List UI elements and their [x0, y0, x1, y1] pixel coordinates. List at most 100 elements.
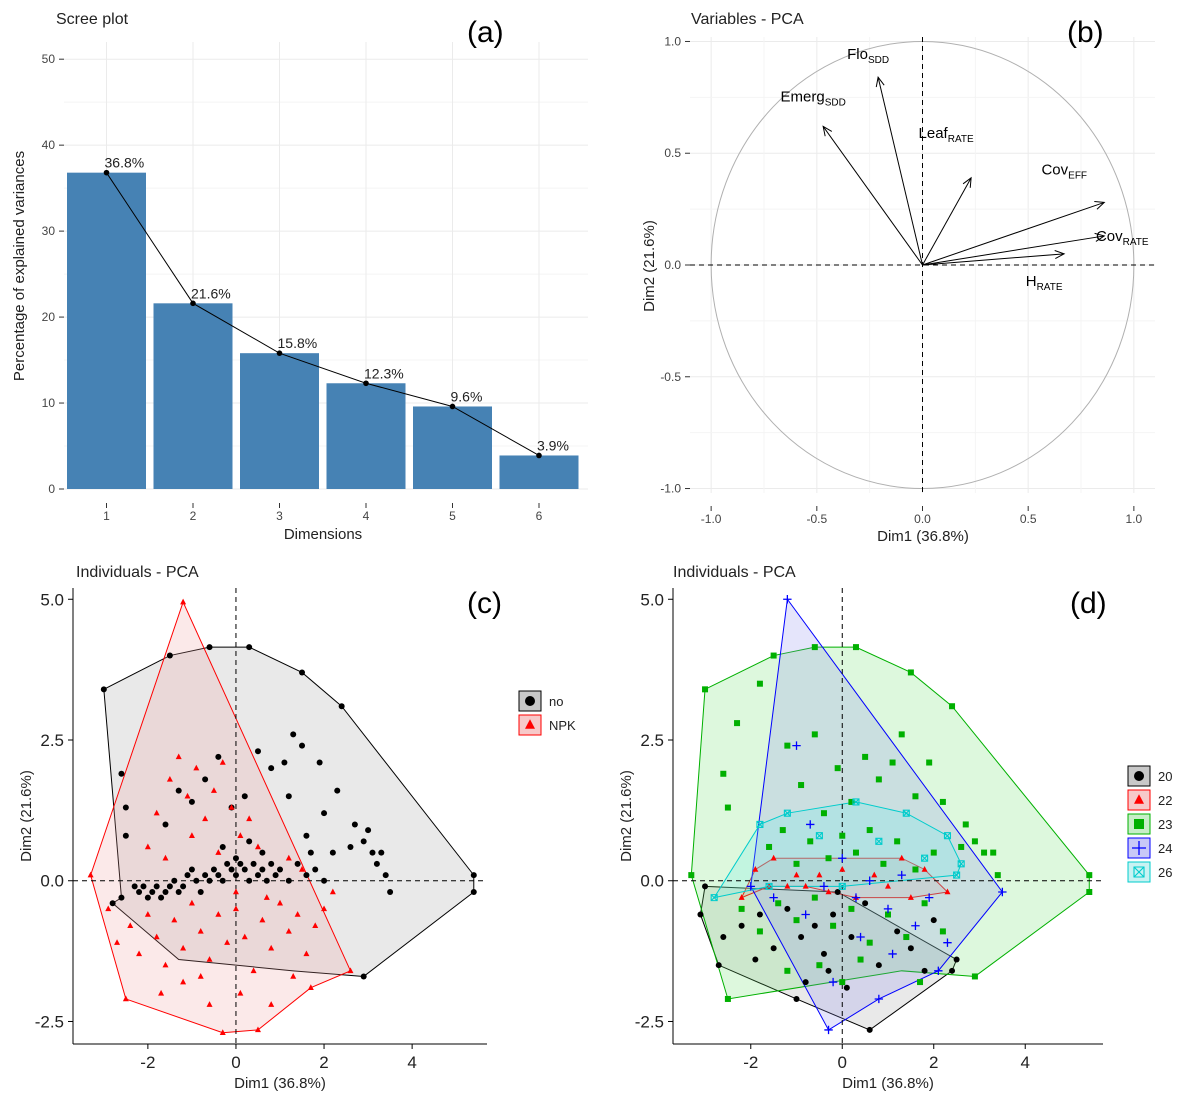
x-tick-label: 2	[319, 1053, 328, 1072]
point-23	[830, 922, 837, 929]
point-no	[206, 877, 213, 884]
point-no	[131, 883, 138, 890]
x-tick-label: 2	[929, 1053, 938, 1072]
point-23	[939, 798, 946, 805]
chart-title: Individuals - PCA	[76, 564, 199, 581]
point-26	[902, 809, 910, 817]
vector-label: FloSDD	[847, 46, 889, 66]
point-NPK	[241, 933, 248, 940]
point-20	[811, 922, 818, 929]
point-no	[246, 644, 253, 651]
point-23	[894, 838, 901, 845]
point-23	[834, 765, 841, 772]
point-23	[1086, 889, 1093, 895]
y-tick-label: 20	[42, 310, 56, 324]
legend-marker-26	[1133, 866, 1145, 878]
x-axis-label: Dimensions	[284, 526, 362, 543]
point-NPK	[254, 843, 261, 850]
arrow-head	[1094, 201, 1106, 210]
point-NPK	[153, 933, 160, 940]
point-no	[321, 877, 328, 884]
data-label: 21.6%	[191, 285, 231, 301]
point-NPK	[162, 961, 169, 968]
x-tick-label: 4	[363, 509, 370, 523]
point-23	[857, 956, 864, 963]
point-23	[852, 644, 859, 651]
point-24	[998, 887, 1007, 897]
point-23	[784, 742, 791, 749]
x-tick-label: -2	[743, 1053, 758, 1072]
point-22	[816, 871, 823, 878]
vector-label: LeafRATE	[919, 125, 974, 145]
point-23	[903, 934, 910, 941]
point-no	[232, 855, 239, 862]
point-NPK	[321, 905, 328, 912]
point-no	[118, 770, 125, 777]
point-no	[224, 860, 231, 867]
point-23	[880, 860, 887, 867]
point-no	[210, 866, 217, 873]
point-no	[250, 860, 257, 867]
point-no	[378, 849, 385, 856]
point-no	[268, 765, 275, 772]
point-26	[838, 882, 846, 890]
point-23	[885, 911, 891, 918]
x-tick-label: 0.0	[914, 512, 931, 526]
point-no	[241, 866, 248, 873]
vector-label-sub: EFF	[1068, 170, 1087, 181]
point-23	[798, 782, 805, 789]
point-22	[770, 854, 777, 861]
point-NPK	[294, 911, 301, 917]
x-tick-label: 1.0	[1126, 512, 1143, 526]
data-label: 9.6%	[451, 388, 483, 404]
point-no	[140, 883, 147, 890]
point-24	[801, 910, 810, 919]
vector-label-sub: RATE	[1037, 282, 1063, 293]
legend-label: 24	[1158, 841, 1172, 856]
point-no	[329, 849, 336, 856]
point-23	[770, 652, 777, 659]
legend-label: 22	[1158, 793, 1172, 808]
point-no	[259, 849, 266, 856]
point-no	[470, 889, 477, 895]
point-NPK	[188, 832, 195, 838]
point-26	[953, 871, 961, 879]
point-no	[246, 838, 253, 845]
point-no	[303, 832, 310, 839]
variables-pca: FloSDDEmergSDDLeafRATECovEFFCovRATEHRATE…	[641, 11, 1155, 545]
variance-point	[190, 300, 196, 307]
point-24	[792, 741, 801, 750]
point-20	[834, 889, 841, 895]
point-24	[934, 966, 943, 976]
y-tick-label: -2.5	[635, 1012, 664, 1031]
point-23	[958, 843, 965, 850]
point-no	[369, 849, 376, 856]
point-no	[241, 793, 248, 800]
point-no	[193, 877, 200, 884]
y-axis-label: Dim2 (21.6%)	[618, 770, 635, 862]
point-no	[299, 742, 306, 749]
point-NPK	[144, 843, 151, 850]
point-NPK	[210, 787, 217, 793]
point-23	[939, 928, 946, 935]
point-NPK	[87, 871, 94, 878]
point-NPK	[193, 764, 200, 771]
point-20	[697, 911, 704, 918]
point-no	[215, 753, 222, 760]
point-23	[793, 860, 800, 867]
point-no	[312, 866, 319, 873]
x-tick-label: 5	[449, 509, 456, 523]
variance-line	[106, 172, 540, 456]
arrow-head	[875, 76, 885, 88]
point-NPK	[180, 598, 187, 605]
point-NPK	[114, 939, 121, 945]
vector-arrow	[922, 253, 1065, 266]
legend-marker-24	[1132, 841, 1146, 855]
point-26	[957, 860, 965, 868]
point-no	[299, 669, 306, 676]
point-NPK	[144, 911, 151, 917]
legend-marker-22	[1134, 794, 1144, 804]
point-23	[921, 900, 928, 907]
point-no	[272, 872, 279, 879]
